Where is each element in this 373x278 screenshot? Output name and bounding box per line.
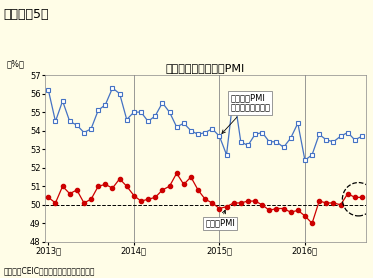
Text: （%）: （%）: [6, 59, 24, 68]
Text: （資料）CEIC（出所は中国国家統計局）: （資料）CEIC（出所は中国国家統計局）: [4, 266, 95, 275]
Text: （図表－5）: （図表－5）: [4, 8, 49, 21]
Title: 製造業と非製造業のPMI: 製造業と非製造業のPMI: [166, 63, 245, 73]
Text: 製造業PMI: 製造業PMI: [205, 210, 235, 228]
Text: 非製造業PMI
（商務活動指数）: 非製造業PMI （商務活動指数）: [222, 93, 270, 133]
